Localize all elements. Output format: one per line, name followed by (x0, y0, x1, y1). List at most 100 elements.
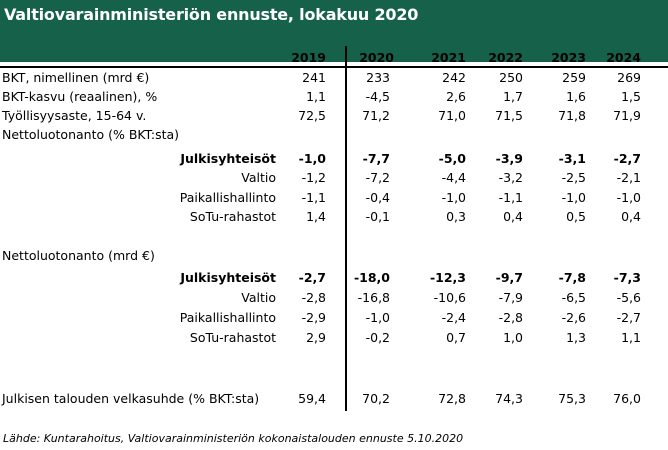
table-cell: -2,9 (301, 310, 326, 325)
table-row: BKT, nimellinen (mrd €) 241 233 242 250 259 26… (0, 70, 668, 89)
table-cell: -2,7 (616, 310, 641, 325)
table-cell: 242 (442, 70, 466, 85)
table-cell: -18,0 (353, 270, 390, 285)
table-cell: 0,4 (621, 209, 641, 224)
table-cell: -1,0 (561, 190, 586, 205)
table-row: Julkisyhteisöt -2,7 -18,0 -12,3 -9,7 -7,8 -7,3 (0, 270, 668, 289)
table-cell: -2,7 (298, 270, 326, 285)
table-cell: -2,5 (561, 170, 586, 185)
table-cell: -1,1 (301, 190, 326, 205)
table-cell: 0,5 (566, 209, 586, 224)
table-cell: -2,6 (561, 310, 586, 325)
row-label: Julkisyhteisöt (180, 270, 276, 285)
table-cell: -9,7 (495, 270, 523, 285)
table-cell: -0,2 (365, 330, 390, 345)
table-cell: -2,4 (441, 310, 466, 325)
row-label: Paikallishallinto (179, 310, 276, 325)
year-header: 2021 (431, 50, 466, 65)
row-label: SoTu-rahastot (189, 209, 276, 224)
table-cell: -7,2 (365, 170, 390, 185)
table-cell: 0,4 (503, 209, 523, 224)
table-cell: 72,5 (298, 108, 326, 123)
table-row: Nettoluotonanto (% BKT:sta) (0, 127, 668, 146)
table-cell: 2,9 (306, 330, 326, 345)
column-divider (345, 46, 347, 411)
row-label: Valtio (241, 290, 276, 305)
table-cell: -10,6 (433, 290, 466, 305)
table-row: Valtio -2,8 -16,8 -10,6 -7,9 -6,5 -5,6 (0, 290, 668, 309)
table-cell: -2,8 (498, 310, 523, 325)
table-cell: 1,7 (503, 89, 523, 104)
table-cell: -5,0 (438, 151, 466, 166)
row-label: SoTu-rahastot (189, 330, 276, 345)
table-cell: -7,3 (613, 270, 641, 285)
table-cell: -7,8 (558, 270, 586, 285)
table-cell: -7,9 (498, 290, 523, 305)
table-cell: -1,0 (441, 190, 466, 205)
table-cell: 0,3 (446, 209, 466, 224)
table-cell: 1,3 (566, 330, 586, 345)
table-cell: -2,8 (301, 290, 326, 305)
table-row: SoTu-rahastot 2,9 -0,2 0,7 1,0 1,3 1,1 (0, 330, 668, 349)
table-row: Työllisyysaste, 15-64 v. 72,5 71,2 71,0 71,5… (0, 108, 668, 127)
row-label: Julkisen talouden velkasuhde (% BKT:sta) (2, 391, 260, 406)
year-header: 2024 (606, 50, 641, 65)
table-row: Julkisen talouden velkasuhde (% BKT:sta)… (0, 391, 668, 410)
table-row: Paikallishallinto -2,9 -1,0 -2,4 -2,8 -2,6 -2,… (0, 310, 668, 329)
row-label: Julkisyhteisöt (180, 151, 276, 166)
table-cell: 1,4 (306, 209, 326, 224)
table-cell: -1,0 (365, 310, 390, 325)
table-cell: 241 (302, 70, 326, 85)
year-header: 2020 (359, 50, 394, 65)
table-cell: 76,0 (613, 391, 641, 406)
table-cell: -1,2 (301, 170, 326, 185)
row-label: Nettoluotonanto (% BKT:sta) (2, 127, 180, 142)
table-cell: 1,1 (621, 330, 641, 345)
row-label: Nettoluotonanto (mrd €) (2, 248, 155, 263)
row-label: Valtio (241, 170, 276, 185)
table-cell: 75,3 (558, 391, 586, 406)
table-cell: -0,4 (365, 190, 390, 205)
table-cell: -4,4 (441, 170, 466, 185)
table-cell: 71,5 (495, 108, 523, 123)
table-row: Nettoluotonanto (mrd €) (0, 248, 668, 267)
table-cell: -1,0 (298, 151, 326, 166)
table-cell: 71,8 (558, 108, 586, 123)
table-cell: -2,1 (616, 170, 641, 185)
table-cell: 71,2 (362, 108, 390, 123)
table-row: Valtio -1,2 -7,2 -4,4 -3,2 -2,5 -2,1 (0, 170, 668, 189)
table-row: Julkisyhteisöt -1,0 -7,7 -5,0 -3,9 -3,1 -2,7 (0, 151, 668, 170)
row-label: BKT-kasvu (reaalinen), % (2, 89, 158, 104)
table-cell: -2,7 (613, 151, 641, 166)
table-cell: 250 (499, 70, 523, 85)
year-header: 2022 (488, 50, 523, 65)
table-cell: 233 (366, 70, 390, 85)
table-cell: -7,7 (362, 151, 390, 166)
table-cell: 70,2 (362, 391, 390, 406)
table-cell: 59,4 (298, 391, 326, 406)
row-label: Paikallishallinto (179, 190, 276, 205)
table-cell: 1,0 (503, 330, 523, 345)
row-label: Työllisyysaste, 15-64 v. (2, 108, 147, 123)
table-row: SoTu-rahastot 1,4 -0,1 0,3 0,4 0,5 0,4 (0, 209, 668, 228)
table-cell: 2,6 (446, 89, 466, 104)
row-label: BKT, nimellinen (mrd €) (2, 70, 150, 85)
year-header: 2019 (291, 50, 326, 65)
table-cell: 71,9 (613, 108, 641, 123)
table-cell: -3,2 (498, 170, 523, 185)
table-cell: 1,6 (566, 89, 586, 104)
title-banner: Valtiovarainministeriön ennuste, lokakuu… (0, 0, 668, 62)
table-cell: 1,5 (621, 89, 641, 104)
header-rule (0, 66, 668, 68)
table-cell: 0,7 (446, 330, 466, 345)
table-cell: -1,0 (616, 190, 641, 205)
table-cell: 72,8 (438, 391, 466, 406)
table-cell: 74,3 (495, 391, 523, 406)
table-cell: -0,1 (365, 209, 390, 224)
table-cell: -3,1 (558, 151, 586, 166)
table-cell: -4,5 (365, 89, 390, 104)
table-cell: -3,9 (495, 151, 523, 166)
source-note: Lähde: Kuntarahoitus, Valtiovarainminist… (3, 432, 464, 445)
table-cell: 1,1 (306, 89, 326, 104)
table-cell: 71,0 (438, 108, 466, 123)
